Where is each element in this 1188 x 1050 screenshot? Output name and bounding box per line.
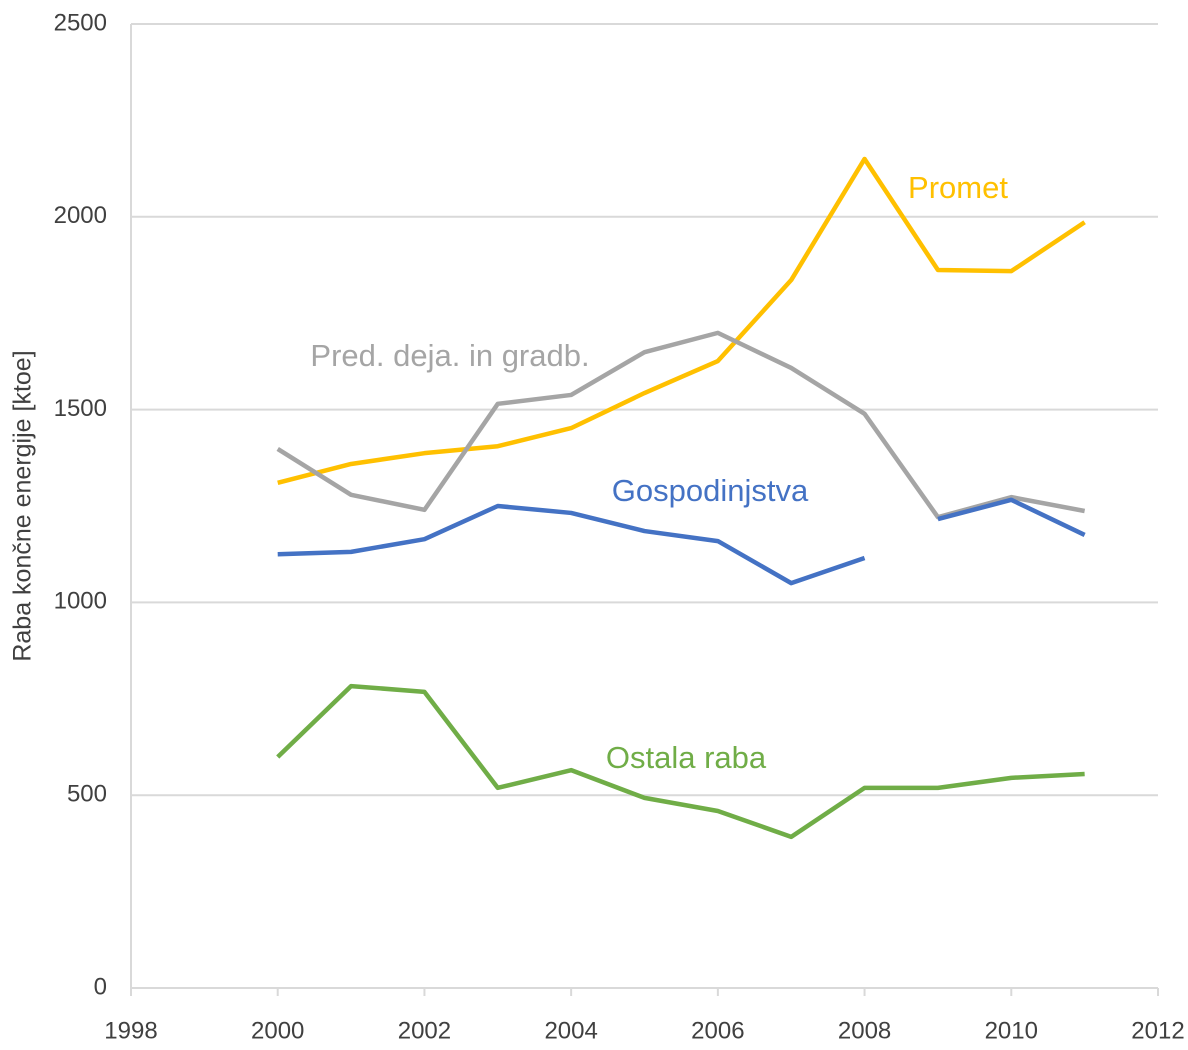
series-label: Pred. deja. in gradb.	[310, 338, 589, 373]
series-label: Gospodinjstva	[612, 473, 809, 508]
x-tick-label: 2008	[838, 1017, 891, 1044]
y-tick-label: 2000	[54, 202, 107, 229]
x-tick-label: 2006	[691, 1017, 744, 1044]
y-tick-label: 500	[67, 781, 107, 808]
y-tick-label: 1500	[54, 395, 107, 422]
x-tick-label: 2004	[544, 1017, 597, 1044]
y-tick-label: 1000	[54, 588, 107, 615]
series-line	[277, 156, 1086, 486]
x-tick-label: 2000	[251, 1017, 304, 1044]
x-tick-label: 1998	[104, 1017, 157, 1044]
x-tick-label: 2012	[1131, 1017, 1184, 1044]
y-tick-label: 2500	[54, 9, 107, 36]
y-tick-label: 0	[94, 973, 107, 1000]
series-label: Promet	[908, 170, 1008, 205]
series-label: Ostala raba	[606, 740, 767, 775]
x-tick-label: 2002	[398, 1017, 451, 1044]
series-line	[277, 497, 1086, 586]
y-axis-label: Raba končne energije [ktoe]	[9, 350, 37, 661]
series-line	[276, 683, 1085, 840]
x-tick-label: 2010	[985, 1017, 1038, 1044]
